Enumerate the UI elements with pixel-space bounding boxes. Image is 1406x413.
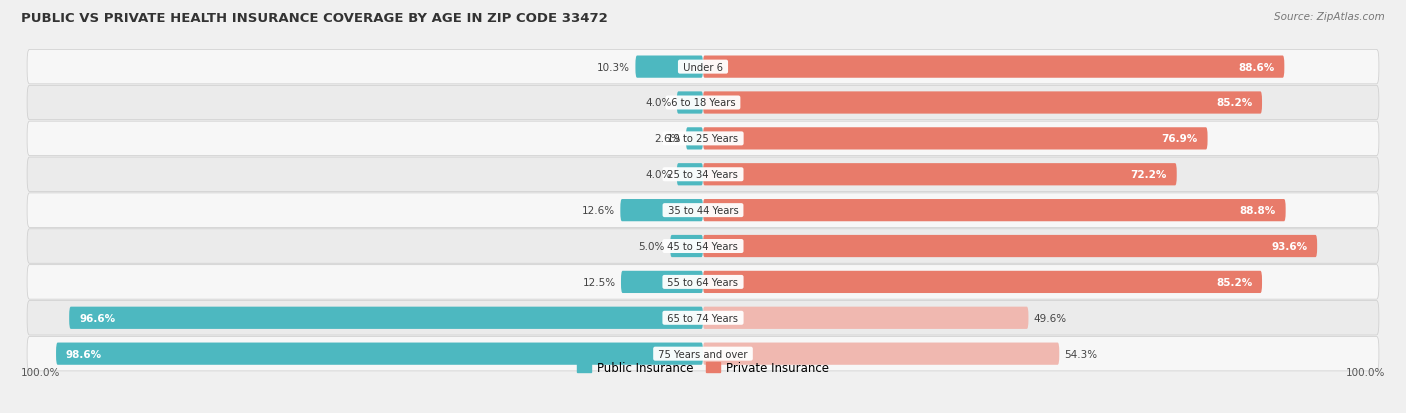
Text: 96.6%: 96.6%: [79, 313, 115, 323]
Text: 45 to 54 Years: 45 to 54 Years: [665, 242, 741, 252]
FancyBboxPatch shape: [27, 337, 1379, 371]
FancyBboxPatch shape: [676, 92, 703, 114]
Text: 54.3%: 54.3%: [1064, 349, 1098, 359]
Text: 98.6%: 98.6%: [66, 349, 103, 359]
Text: 72.2%: 72.2%: [1130, 170, 1167, 180]
Text: 88.6%: 88.6%: [1239, 62, 1274, 72]
Text: Source: ZipAtlas.com: Source: ZipAtlas.com: [1274, 12, 1385, 22]
Text: 49.6%: 49.6%: [1033, 313, 1067, 323]
FancyBboxPatch shape: [69, 307, 703, 329]
FancyBboxPatch shape: [27, 158, 1379, 192]
Text: 25 to 34 Years: 25 to 34 Years: [665, 170, 741, 180]
FancyBboxPatch shape: [27, 265, 1379, 299]
Text: 88.8%: 88.8%: [1240, 206, 1275, 216]
Text: 12.5%: 12.5%: [582, 277, 616, 287]
FancyBboxPatch shape: [703, 271, 1263, 293]
Text: 10.3%: 10.3%: [598, 62, 630, 72]
Text: PUBLIC VS PRIVATE HEALTH INSURANCE COVERAGE BY AGE IN ZIP CODE 33472: PUBLIC VS PRIVATE HEALTH INSURANCE COVER…: [21, 12, 607, 25]
FancyBboxPatch shape: [636, 56, 703, 78]
Text: 100.0%: 100.0%: [1346, 367, 1385, 377]
FancyBboxPatch shape: [621, 271, 703, 293]
FancyBboxPatch shape: [27, 50, 1379, 85]
FancyBboxPatch shape: [703, 199, 1285, 222]
FancyBboxPatch shape: [620, 199, 703, 222]
FancyBboxPatch shape: [671, 235, 703, 258]
FancyBboxPatch shape: [27, 193, 1379, 228]
FancyBboxPatch shape: [703, 343, 1059, 365]
FancyBboxPatch shape: [703, 128, 1208, 150]
Text: 85.2%: 85.2%: [1216, 98, 1253, 108]
Text: 100.0%: 100.0%: [21, 367, 60, 377]
FancyBboxPatch shape: [703, 56, 1284, 78]
Text: 5.0%: 5.0%: [638, 242, 665, 252]
Text: 4.0%: 4.0%: [645, 170, 672, 180]
FancyBboxPatch shape: [703, 235, 1317, 258]
Text: 76.9%: 76.9%: [1161, 134, 1198, 144]
Text: 65 to 74 Years: 65 to 74 Years: [665, 313, 741, 323]
FancyBboxPatch shape: [676, 164, 703, 186]
FancyBboxPatch shape: [686, 128, 703, 150]
FancyBboxPatch shape: [703, 164, 1177, 186]
Text: 35 to 44 Years: 35 to 44 Years: [665, 206, 741, 216]
Text: 2.6%: 2.6%: [654, 134, 681, 144]
Text: 6 to 18 Years: 6 to 18 Years: [668, 98, 738, 108]
Text: Under 6: Under 6: [681, 62, 725, 72]
FancyBboxPatch shape: [27, 122, 1379, 156]
Legend: Public Insurance, Private Insurance: Public Insurance, Private Insurance: [572, 356, 834, 379]
Text: 4.0%: 4.0%: [645, 98, 672, 108]
Text: 93.6%: 93.6%: [1271, 242, 1308, 252]
FancyBboxPatch shape: [703, 307, 1028, 329]
FancyBboxPatch shape: [27, 301, 1379, 335]
FancyBboxPatch shape: [27, 86, 1379, 121]
FancyBboxPatch shape: [56, 343, 703, 365]
Text: 55 to 64 Years: 55 to 64 Years: [665, 277, 741, 287]
Text: 85.2%: 85.2%: [1216, 277, 1253, 287]
FancyBboxPatch shape: [703, 92, 1263, 114]
FancyBboxPatch shape: [27, 229, 1379, 263]
Text: 75 Years and over: 75 Years and over: [655, 349, 751, 359]
Text: 19 to 25 Years: 19 to 25 Years: [665, 134, 741, 144]
Text: 12.6%: 12.6%: [582, 206, 614, 216]
